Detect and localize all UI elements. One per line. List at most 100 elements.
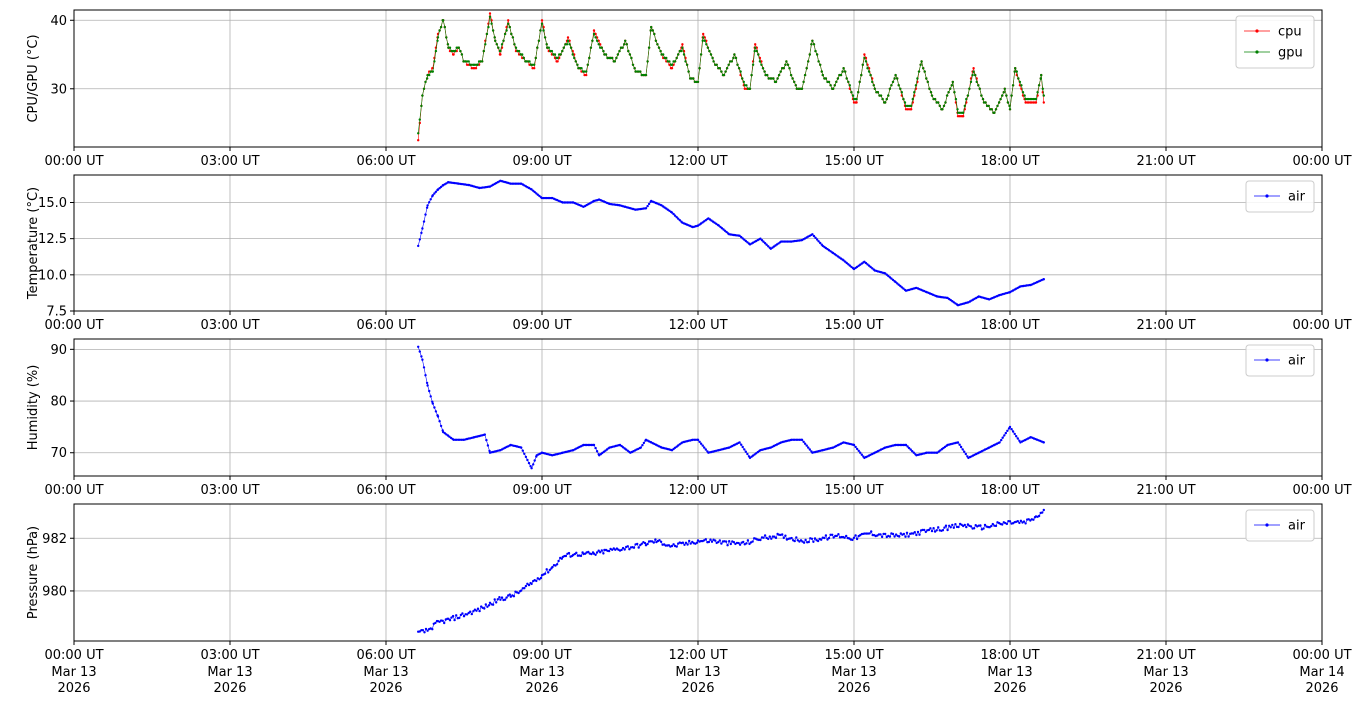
data-point-gpu bbox=[559, 53, 562, 56]
data-point-air bbox=[557, 559, 560, 563]
data-point-air bbox=[496, 598, 499, 601]
data-point-gpu bbox=[565, 43, 569, 46]
data-point-air bbox=[678, 219, 681, 222]
data-point-gpu bbox=[1040, 73, 1043, 77]
data-point-air bbox=[916, 530, 920, 534]
data-point-gpu bbox=[902, 97, 905, 101]
data-point-gpu bbox=[742, 80, 745, 84]
data-point-air bbox=[426, 204, 429, 207]
data-point-gpu bbox=[495, 43, 498, 46]
data-point-gpu bbox=[508, 25, 511, 29]
data-point-cpu bbox=[507, 19, 510, 22]
x-date-label: 2026 bbox=[837, 681, 870, 696]
data-point-air bbox=[431, 628, 434, 631]
data-point-gpu bbox=[490, 22, 493, 25]
x-date-label: Mar 13 bbox=[519, 665, 564, 680]
legend-marker-cpu bbox=[1255, 29, 1259, 33]
data-point-gpu bbox=[561, 49, 564, 53]
data-point-air bbox=[677, 217, 680, 220]
data-point-gpu bbox=[585, 70, 588, 73]
data-point-gpu bbox=[454, 49, 457, 53]
x-tick-label: 15:00 UT bbox=[824, 154, 883, 169]
data-point-air bbox=[428, 201, 431, 204]
x-date-label: Mar 13 bbox=[831, 665, 876, 680]
data-point-air bbox=[438, 420, 441, 423]
data-point-air bbox=[852, 443, 856, 447]
data-point-air bbox=[538, 194, 541, 198]
data-point-air bbox=[762, 240, 765, 243]
data-point-air bbox=[897, 283, 900, 286]
data-point-gpu bbox=[1002, 91, 1005, 94]
data-point-air bbox=[535, 579, 538, 583]
data-point-gpu bbox=[586, 63, 589, 66]
data-point-air bbox=[1019, 519, 1023, 522]
x-date-label: Mar 13 bbox=[1143, 665, 1188, 680]
data-point-air bbox=[827, 536, 831, 540]
data-point-air bbox=[530, 582, 533, 586]
data-point-air bbox=[890, 277, 893, 280]
data-point-gpu bbox=[421, 94, 424, 97]
data-point-air bbox=[1032, 518, 1035, 521]
data-point-cpu bbox=[556, 60, 559, 63]
data-point-air bbox=[545, 568, 548, 571]
data-point-gpu bbox=[597, 43, 600, 46]
x-date-label: 2026 bbox=[993, 681, 1026, 696]
data-point-air bbox=[597, 549, 600, 552]
x-tick-label: 06:00 UT bbox=[356, 154, 415, 169]
data-point-gpu bbox=[442, 19, 445, 22]
legend-marker-air bbox=[1265, 523, 1269, 527]
data-point-gpu bbox=[851, 94, 855, 97]
legend-label-air: air bbox=[1288, 519, 1306, 534]
data-point-gpu bbox=[748, 87, 752, 91]
x-tick-label: 21:00 UT bbox=[1136, 483, 1195, 498]
data-point-gpu bbox=[788, 67, 791, 70]
data-point-air bbox=[418, 350, 421, 353]
data-point-gpu bbox=[439, 25, 443, 29]
data-point-air bbox=[436, 415, 440, 418]
data-point-air bbox=[894, 533, 898, 536]
data-point-gpu bbox=[485, 32, 489, 36]
data-point-gpu bbox=[911, 97, 914, 101]
data-point-air bbox=[949, 526, 952, 529]
data-point-gpu bbox=[650, 25, 653, 29]
data-point-air bbox=[1006, 429, 1009, 432]
data-point-air bbox=[820, 538, 823, 541]
data-point-gpu bbox=[568, 43, 571, 46]
data-point-gpu bbox=[482, 49, 485, 53]
data-point-air bbox=[640, 542, 643, 545]
data-point-air bbox=[646, 204, 649, 208]
data-point-gpu bbox=[751, 63, 755, 66]
data-point-gpu bbox=[733, 53, 736, 56]
data-point-cpu bbox=[474, 67, 478, 70]
data-point-air bbox=[643, 541, 647, 545]
data-point-air bbox=[746, 539, 750, 542]
data-point-air bbox=[418, 238, 421, 241]
data-point-air bbox=[644, 207, 648, 210]
data-point-gpu bbox=[528, 60, 531, 63]
chart-panel-2: 7.5 10.0 12.5 15.0 00:00 UT 03:00 UT 06:00 UT 0… bbox=[26, 174, 1352, 333]
data-point-air bbox=[469, 610, 472, 613]
data-point-air bbox=[817, 240, 820, 243]
data-point-air bbox=[564, 554, 568, 558]
data-point-air bbox=[935, 529, 938, 532]
data-point-air bbox=[793, 539, 796, 543]
data-point-gpu bbox=[424, 80, 427, 84]
legend-label-air: air bbox=[1288, 354, 1306, 369]
data-point-gpu bbox=[627, 49, 630, 53]
data-point-cpu bbox=[417, 139, 420, 142]
data-point-gpu bbox=[420, 104, 423, 108]
data-point-gpu bbox=[864, 60, 868, 63]
data-point-air bbox=[943, 526, 946, 529]
data-point-air bbox=[900, 286, 903, 289]
data-point-gpu bbox=[436, 36, 440, 39]
data-point-air bbox=[476, 607, 480, 610]
data-point-air bbox=[447, 617, 450, 620]
data-point-gpu bbox=[1018, 80, 1022, 84]
data-point-air bbox=[924, 530, 927, 534]
data-point-air bbox=[906, 445, 909, 448]
data-point-gpu bbox=[522, 56, 525, 60]
data-point-gpu bbox=[779, 70, 782, 73]
data-point-air bbox=[434, 621, 437, 625]
data-point-gpu bbox=[810, 43, 813, 46]
